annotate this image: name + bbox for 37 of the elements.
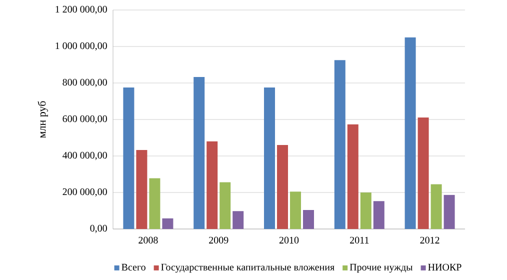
bar: [334, 60, 346, 229]
legend-label: Всего: [122, 264, 146, 271]
bar: [220, 182, 231, 229]
bar: [123, 88, 134, 229]
bar: [162, 218, 174, 229]
y-axis-title: млн руб: [38, 101, 48, 138]
bar: [232, 211, 244, 229]
bar: [444, 194, 455, 229]
legend-label: НИОКР: [428, 264, 462, 271]
y-tick-label: 1 200 000,00: [56, 6, 107, 14]
legend-label: Государственные капитальные вложения: [161, 264, 334, 273]
x-tick-label: 2010: [279, 236, 299, 244]
bar: [290, 192, 301, 229]
x-tick-label: 2012: [420, 236, 440, 244]
bar: [206, 141, 218, 229]
y-tick-label: 600 000,00: [62, 115, 107, 124]
bar: [373, 201, 384, 229]
y-tick-label: 0,00: [90, 224, 107, 234]
bar: [303, 210, 314, 229]
bar: [149, 178, 160, 229]
x-tick-label: 2011: [350, 236, 369, 244]
y-tick-label: 200 000,00: [62, 188, 107, 197]
bar: [418, 117, 429, 229]
bar: [430, 184, 442, 229]
y-tick-label: 800 000,00: [62, 78, 107, 88]
bar: [136, 150, 148, 229]
bar: [360, 192, 372, 229]
y-tick-label: 400 000,00: [62, 152, 107, 160]
bar: [194, 76, 205, 229]
legend-label: Прочие нужды: [350, 264, 413, 273]
bar: [404, 37, 416, 229]
x-tick-label: 2008: [138, 236, 158, 244]
bar: [276, 145, 288, 229]
bar: [264, 88, 275, 229]
y-tick-label: 1 000 000,00: [56, 42, 107, 51]
bar: [347, 124, 358, 229]
x-tick-label: 2009: [209, 236, 228, 244]
